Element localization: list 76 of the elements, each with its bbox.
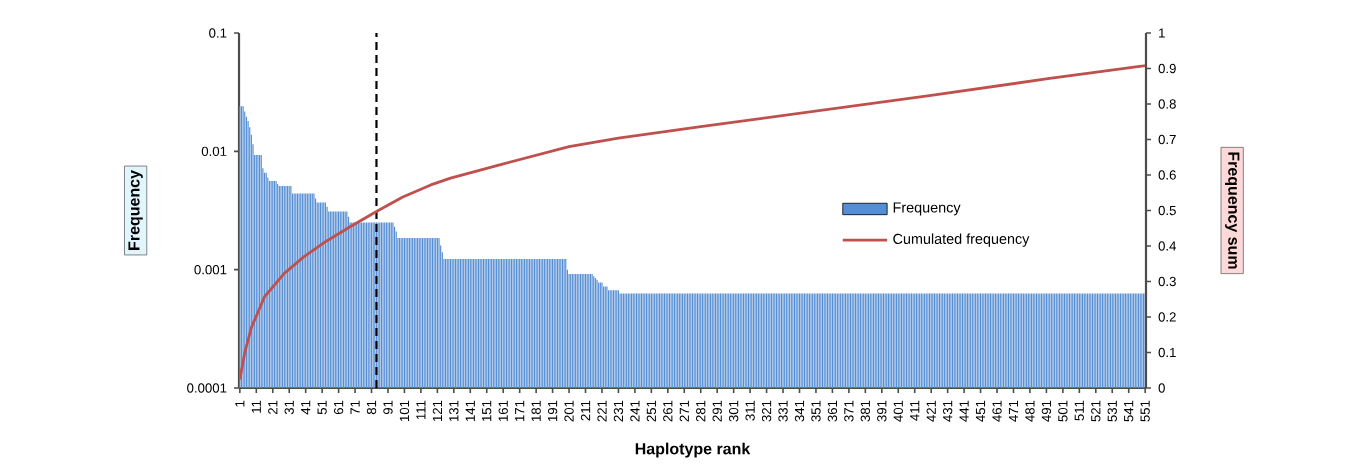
x-tick-label: 551 <box>1140 400 1150 422</box>
x-tick-label: 481 <box>1025 400 1035 422</box>
y2-tick-label: 1 <box>1159 28 1165 38</box>
x-tick-label: 381 <box>860 400 871 422</box>
x-tick-label: 111 <box>416 400 426 420</box>
y-tick-label: 0.001 <box>194 264 227 275</box>
x-tick-label: 121 <box>432 400 442 422</box>
x-tick-label: 421 <box>926 400 936 422</box>
x-tick-label: 471 <box>1008 400 1019 422</box>
x-tick-label: 451 <box>975 400 986 422</box>
y-axis-title: Frequency <box>128 170 143 250</box>
x-tick-label: 291 <box>712 400 722 422</box>
x-tick-label: 441 <box>959 400 969 422</box>
x-tick-label: 521 <box>1091 400 1101 422</box>
x-tick-label: 541 <box>1124 400 1134 422</box>
x-axis-title: Haplotype rank <box>635 442 751 458</box>
x-tick-label: 351 <box>811 400 821 422</box>
x-tick-label: 201 <box>564 400 574 422</box>
x-tick-label: 251 <box>646 400 657 422</box>
x-tick-label: 181 <box>531 400 541 422</box>
x-tick-label: 341 <box>794 400 805 422</box>
x-tick-label: 321 <box>761 400 772 422</box>
x-tick-label: 271 <box>679 400 689 422</box>
legend-label: Cumulated frequency <box>893 233 1030 247</box>
x-tick-label: 61 <box>333 400 344 415</box>
x-tick-label: 221 <box>597 400 607 422</box>
y2-tick-label: 0.8 <box>1158 99 1176 109</box>
y2-tick-label: 0.5 <box>1158 205 1176 216</box>
x-tick-label: 301 <box>728 400 739 422</box>
x-tick-label: 231 <box>613 400 624 422</box>
x-tick-label: 491 <box>1041 400 1052 422</box>
x-tick-label: 71 <box>350 400 360 415</box>
y2-tick-label: 0.7 <box>1158 134 1176 145</box>
x-tick-label: 261 <box>663 400 673 422</box>
y-tick-label: 0.0001 <box>187 383 227 393</box>
legend-label: Frequency <box>893 202 961 216</box>
x-tick-label: 311 <box>745 400 755 421</box>
x-tick-label: 31 <box>284 400 294 415</box>
x-tick-label: 241 <box>630 400 640 422</box>
x-tick-label: 191 <box>547 400 558 422</box>
y-tick-label: 0.01 <box>201 146 227 156</box>
x-tick-label: 531 <box>1107 400 1117 422</box>
x-tick-label: 101 <box>399 400 410 422</box>
y2-tick-label: 0 <box>1158 383 1165 393</box>
x-tick-label: 361 <box>827 400 838 422</box>
x-tick-label: 501 <box>1058 400 1068 422</box>
y2-tick-label: 0.4 <box>1158 241 1177 251</box>
x-tick-label: 51 <box>317 400 327 415</box>
x-tick-label: 1 <box>235 400 245 407</box>
y2-tick-label: 0.6 <box>1158 170 1176 180</box>
x-tick-label: 391 <box>877 400 887 422</box>
y-tick-label: 0.1 <box>209 28 227 38</box>
x-tick-label: 41 <box>301 400 311 415</box>
x-tick-label: 21 <box>268 400 278 415</box>
y2-tick-label: 0.2 <box>1158 312 1176 322</box>
x-tick-label: 161 <box>498 400 508 422</box>
x-tick-label: 11 <box>251 400 261 413</box>
x-tick-label: 91 <box>383 400 393 415</box>
x-tick-label: 141 <box>465 400 475 422</box>
x-tick-label: 331 <box>778 400 788 422</box>
x-tick-label: 211 <box>580 400 591 421</box>
y2-tick-label: 0.3 <box>1158 276 1176 287</box>
x-tick-label: 401 <box>893 400 903 422</box>
x-tick-label: 81 <box>366 400 377 415</box>
x-tick-label: 131 <box>449 400 459 422</box>
y2-tick-label: 0.1 <box>1158 347 1176 358</box>
x-tick-label: 461 <box>992 400 1002 422</box>
x-tick-label: 281 <box>696 400 706 422</box>
x-tick-label: 411 <box>910 400 920 421</box>
x-tick-label: 431 <box>942 400 953 422</box>
x-tick-label: 151 <box>482 400 492 422</box>
x-tick-label: 511 <box>1074 400 1084 421</box>
y2-axis-title: Frequency sum <box>1225 152 1240 269</box>
x-tick-label: 171 <box>515 400 525 422</box>
y2-tick-label: 0.9 <box>1158 63 1176 74</box>
x-tick-label: 371 <box>844 400 854 422</box>
